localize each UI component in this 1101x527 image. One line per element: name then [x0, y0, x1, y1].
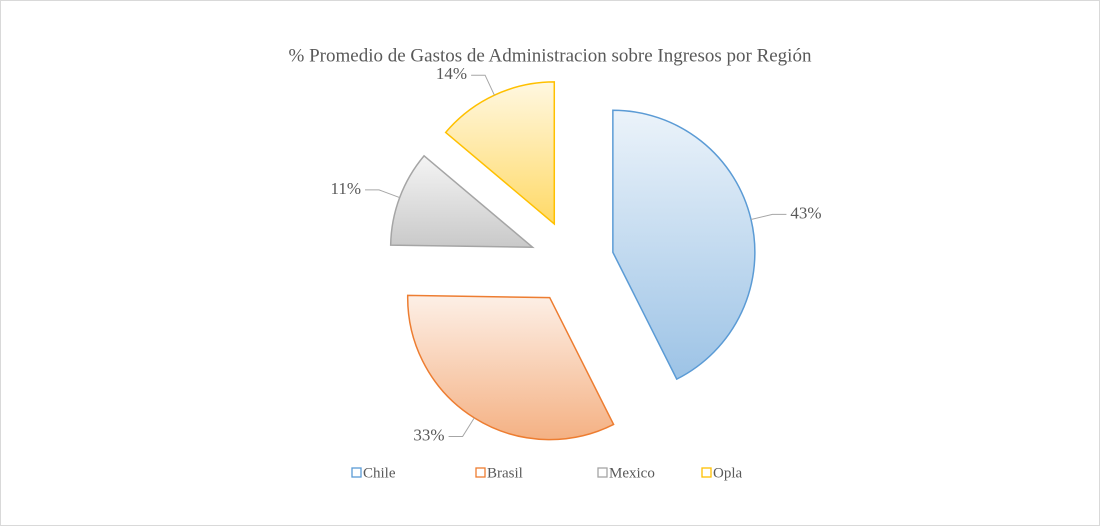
leader-line: [750, 213, 787, 220]
leader-line: [471, 74, 495, 96]
data-label: 14%: [436, 64, 467, 83]
legend-label: Mexico: [609, 465, 655, 481]
legend-swatch: [351, 467, 362, 478]
leader-line: [448, 417, 475, 438]
pie-slice: [389, 154, 535, 249]
pie-slice: [444, 81, 556, 226]
data-label: 33%: [413, 425, 444, 444]
legend-swatch: [597, 467, 608, 478]
legend-swatch: [475, 467, 486, 478]
data-label: 43%: [790, 203, 821, 222]
chart-title: % Promedio de Gastos de Administracion s…: [289, 45, 812, 66]
pie-slice: [612, 109, 756, 381]
legend-label: Brasil: [487, 465, 523, 481]
legend-swatch: [701, 467, 712, 478]
legend-label: Chile: [363, 465, 396, 481]
leader-line: [365, 189, 400, 199]
data-label: 11%: [331, 179, 362, 198]
legend-label: Opla: [713, 465, 743, 481]
